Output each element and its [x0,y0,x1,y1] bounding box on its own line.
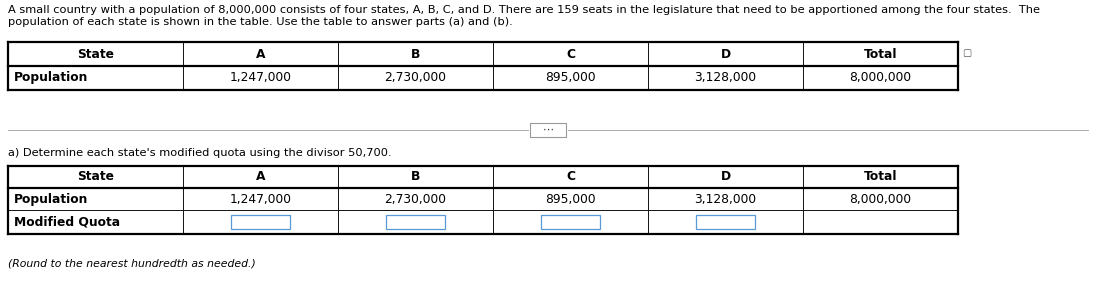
Bar [648,166,803,188]
Bar [648,42,803,66]
Text: A small country with a population of 8,000,000 consists of four states, A, B, C,: A small country with a population of 8,0… [8,5,1040,15]
Text: D: D [720,47,731,60]
Text: Total: Total [864,47,898,60]
Bar [338,42,493,66]
Text: ▢: ▢ [962,48,971,58]
Bar [338,210,493,234]
Bar [541,214,600,229]
Bar [8,210,183,234]
Text: A: A [255,170,265,183]
Bar [530,123,566,137]
Bar [648,66,803,90]
Text: 2,730,000: 2,730,000 [385,72,446,85]
Bar [183,210,338,234]
Text: A: A [255,47,265,60]
Bar [338,166,493,188]
Bar [493,42,648,66]
Bar [493,66,648,90]
Bar [493,166,648,188]
Text: 3,128,000: 3,128,000 [695,193,756,206]
Bar [493,210,648,234]
Text: population of each state is shown in the table. Use the table to answer parts (a: population of each state is shown in the… [8,17,513,27]
Text: 8,000,000: 8,000,000 [849,193,912,206]
Bar [183,66,338,90]
Bar [338,188,493,210]
Text: Total: Total [864,170,898,183]
Bar [183,42,338,66]
Text: 8,000,000: 8,000,000 [849,72,912,85]
Text: State: State [77,170,114,183]
Bar [803,66,958,90]
Bar [8,188,183,210]
Text: C: C [566,47,575,60]
Text: Population: Population [14,72,89,85]
Text: 3,128,000: 3,128,000 [695,72,756,85]
Bar [338,66,493,90]
Text: 1,247,000: 1,247,000 [229,193,292,206]
Text: ⋯: ⋯ [543,125,553,135]
Bar [493,188,648,210]
Text: (Round to the nearest hundredth as needed.): (Round to the nearest hundredth as neede… [8,258,255,268]
Bar [8,42,183,66]
Text: Population: Population [14,193,89,206]
Text: Modified Quota: Modified Quota [14,216,121,229]
Bar [696,214,755,229]
Text: 1,247,000: 1,247,000 [229,72,292,85]
Bar [183,188,338,210]
Bar [648,188,803,210]
Text: 895,000: 895,000 [545,193,596,206]
Bar [803,188,958,210]
Bar [803,166,958,188]
Bar [231,214,290,229]
Text: State: State [77,47,114,60]
Text: 2,730,000: 2,730,000 [385,193,446,206]
Text: C: C [566,170,575,183]
Text: B: B [411,170,420,183]
Text: D: D [720,170,731,183]
Bar [386,214,445,229]
Text: B: B [411,47,420,60]
Bar [8,166,183,188]
Bar [648,210,803,234]
Bar [183,166,338,188]
Text: a) Determine each state's modified quota using the divisor 50,700.: a) Determine each state's modified quota… [8,148,391,158]
Bar [8,66,183,90]
Bar [803,42,958,66]
Text: 895,000: 895,000 [545,72,596,85]
Bar [803,210,958,234]
